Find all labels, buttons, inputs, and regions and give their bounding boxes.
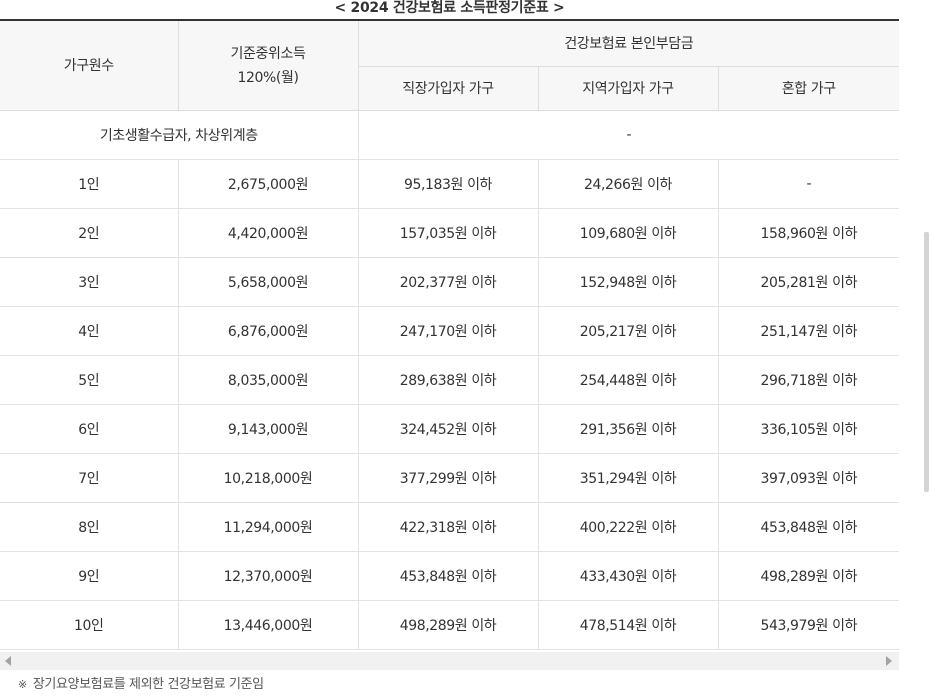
cell-regional: 400,222원 이하 [538,502,719,552]
cell-size: 8인 [0,502,179,552]
table-row: 3인 5,658,000원 202,377원 이하 152,948원 이하 205,28… [0,257,899,307]
header-income-line1: 기준중위소득 [230,46,306,63]
cell-income: 4,420,000원 [178,208,359,258]
header-income: 기준중위소득 120%(월) [178,21,359,111]
table-body: 기초생활수급자, 차상위계층 - 1인 2,675,000원 95,183원 이하 2… [0,110,899,650]
cell-mixed: 296,718원 이하 [718,355,899,405]
table-container: 가구원수 기준중위소득 120%(월) 건강보험료 본인부담금 직장가입자 가구… [0,19,899,653]
cell-employee: 95,183원 이하 [358,159,539,209]
header-premium-group: 건강보험료 본인부담금 [358,21,899,67]
header-income-line2: 120%(월) [237,70,299,87]
cell-regional: 109,680원 이하 [538,208,719,258]
cell-regional: 254,448원 이하 [538,355,719,405]
horizontal-scrollbar[interactable] [0,652,899,670]
cell-mixed: 453,848원 이하 [718,502,899,552]
table-row: 6인 9,143,000원 324,452원 이하 291,356원 이하 336,10… [0,404,899,454]
chevron-right-icon[interactable] [886,656,892,666]
cell-employee: 498,289원 이하 [358,600,539,650]
cell-income: 10,218,000원 [178,453,359,503]
header-household: 가구원수 [0,21,179,111]
cell-employee: 377,299원 이하 [358,453,539,503]
cell-regional: 152,948원 이하 [538,257,719,307]
table-row: 10인 13,446,000원 498,289원 이하 478,514원 이하 543,… [0,600,899,650]
table-row: 8인 11,294,000원 422,318원 이하 400,222원 이하 453,8… [0,502,899,552]
table-row: 7인 10,218,000원 377,299원 이하 351,294원 이하 397,0… [0,453,899,503]
cell-regional: 433,430원 이하 [538,551,719,601]
cell-size: 6인 [0,404,179,454]
special-row-value: - [358,110,899,160]
cell-size: 9인 [0,551,179,601]
table-row: 2인 4,420,000원 157,035원 이하 109,680원 이하 158,96… [0,208,899,258]
cell-mixed: 205,281원 이하 [718,257,899,307]
cell-mixed: 251,147원 이하 [718,306,899,356]
cell-income: 6,876,000원 [178,306,359,356]
cell-size: 5인 [0,355,179,405]
note-text: 장기요양보험료를 제외한 건강보험료 기준임 [32,677,264,692]
footnote: ※ 장기요양보험료를 제외한 건강보험료 기준임 [18,673,264,692]
cell-regional: 205,217원 이하 [538,306,719,356]
cell-income: 5,658,000원 [178,257,359,307]
cell-income: 2,675,000원 [178,159,359,209]
cell-employee: 289,638원 이하 [358,355,539,405]
cell-mixed: 336,105원 이하 [718,404,899,454]
cell-regional: 478,514원 이하 [538,600,719,650]
cell-mixed: 498,289원 이하 [718,551,899,601]
cell-employee: 157,035원 이하 [358,208,539,258]
cell-size: 4인 [0,306,179,356]
cell-regional: 24,266원 이하 [538,159,719,209]
table-row: 5인 8,035,000원 289,638원 이하 254,448원 이하 296,71… [0,355,899,405]
cell-size: 3인 [0,257,179,307]
cell-income: 12,370,000원 [178,551,359,601]
cell-mixed: - [718,159,899,209]
cell-size: 10인 [0,600,179,650]
table-row: 4인 6,876,000원 247,170원 이하 205,217원 이하 251,14… [0,306,899,356]
cell-employee: 324,452원 이하 [358,404,539,454]
note-mark: ※ [18,678,27,691]
cell-employee: 202,377원 이하 [358,257,539,307]
cell-income: 9,143,000원 [178,404,359,454]
cell-income: 11,294,000원 [178,502,359,552]
chevron-left-icon[interactable] [5,656,11,666]
cell-size: 2인 [0,208,179,258]
vertical-scrollbar-thumb[interactable] [924,232,929,492]
special-row-label: 기초생활수급자, 차상위계층 [0,110,359,160]
table-row-special: 기초생활수급자, 차상위계층 - [0,110,899,160]
cell-employee: 422,318원 이하 [358,502,539,552]
table-row: 9인 12,370,000원 453,848원 이하 433,430원 이하 498,2… [0,551,899,601]
cell-regional: 291,356원 이하 [538,404,719,454]
cell-income: 13,446,000원 [178,600,359,650]
header-mixed: 혼합 가구 [718,66,899,111]
cell-mixed: 543,979원 이하 [718,600,899,650]
cell-employee: 247,170원 이하 [358,306,539,356]
income-criteria-table: 가구원수 기준중위소득 120%(월) 건강보험료 본인부담금 직장가입자 가구… [0,21,899,650]
cell-mixed: 397,093원 이하 [718,453,899,503]
cell-size: 1인 [0,159,179,209]
cell-size: 7인 [0,453,179,503]
table-header: 가구원수 기준중위소득 120%(월) 건강보험료 본인부담금 직장가입자 가구… [0,21,899,111]
cell-mixed: 158,960원 이하 [718,208,899,258]
table-caption: < 2024 건강보험료 소득판정기준표 > [334,0,565,16]
table-row: 1인 2,675,000원 95,183원 이하 24,266원 이하 - [0,159,899,209]
cell-income: 8,035,000원 [178,355,359,405]
header-regional: 지역가입자 가구 [538,66,719,111]
cell-employee: 453,848원 이하 [358,551,539,601]
header-employee: 직장가입자 가구 [358,66,539,111]
cell-regional: 351,294원 이하 [538,453,719,503]
